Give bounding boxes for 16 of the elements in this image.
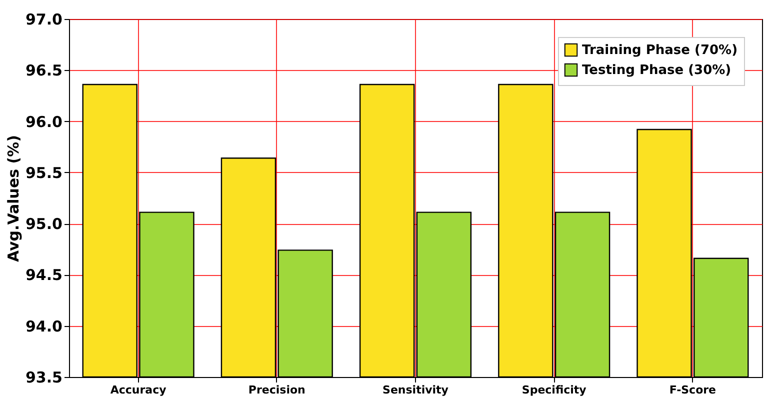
- y-tick-label: 96.0: [25, 112, 62, 131]
- x-tick-label: F-Score: [669, 384, 716, 396]
- y-tick-label: 94.5: [25, 266, 62, 284]
- y-tick-label: 95.0: [25, 215, 62, 234]
- y-tick-label: 94.0: [25, 317, 62, 336]
- legend-label: Testing Phase (30%): [582, 63, 732, 78]
- y-tick-label: 95.5: [25, 164, 62, 182]
- x-tick-label: Specificity: [522, 384, 586, 396]
- x-tick-label: Accuracy: [110, 384, 166, 396]
- x-tick-label: Precision: [248, 384, 306, 396]
- x-tick-label: Sensitivity: [382, 384, 448, 396]
- y-tick-label: 93.5: [25, 368, 62, 386]
- legend-label: Training Phase (70%): [582, 43, 738, 58]
- y-tick-label: 97.0: [25, 10, 62, 28]
- y-axis-title: Avg.Values (%): [4, 134, 22, 262]
- y-tick-label: 96.5: [25, 62, 62, 80]
